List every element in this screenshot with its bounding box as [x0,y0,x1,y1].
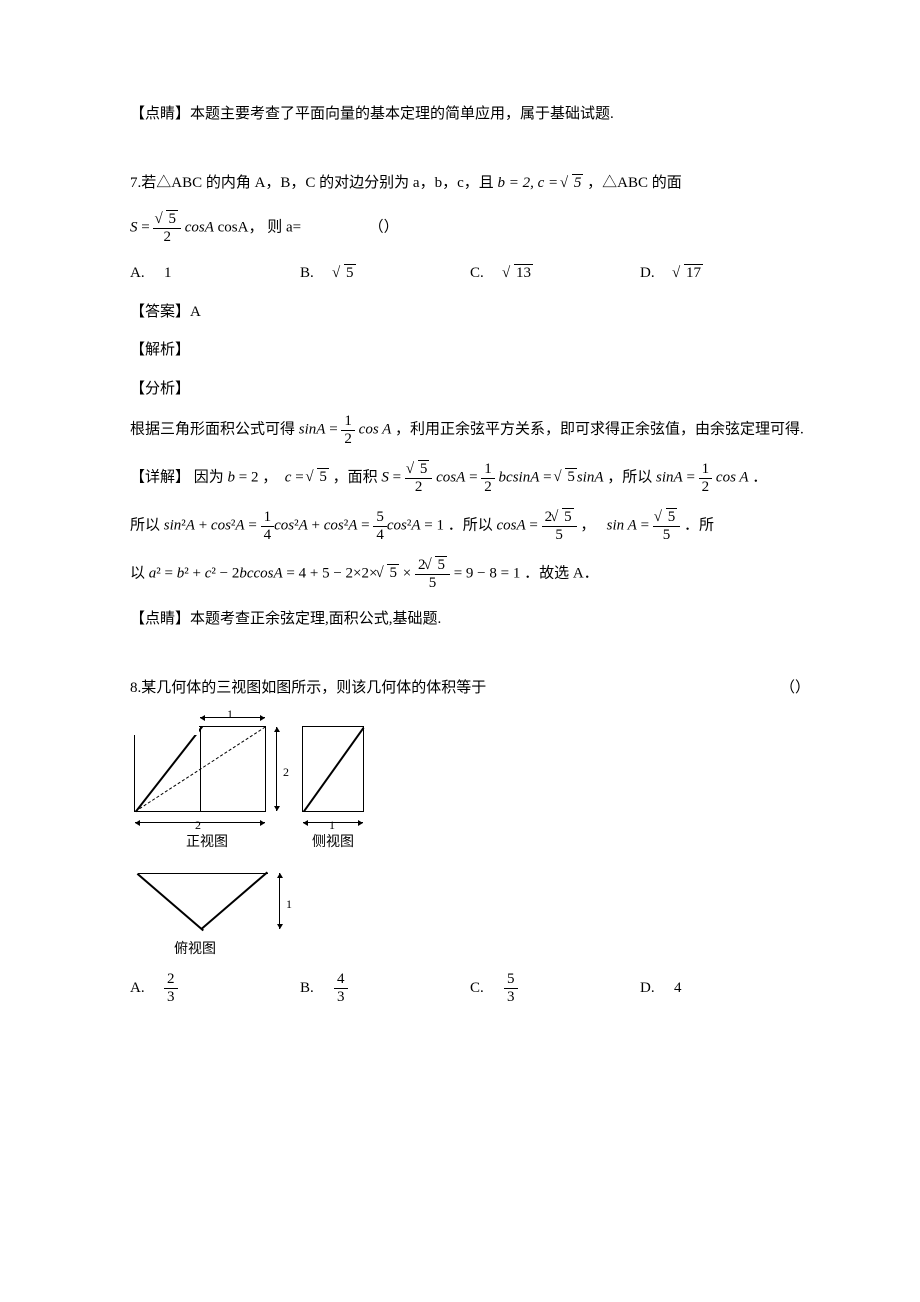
q7-area-suffix: cosA， 则 a= [218,219,301,235]
opt-label-a: A. [130,259,152,288]
top-view-col: 1 俯视图 [134,861,810,964]
opt-value-a: 1 [164,259,172,288]
answer-value: A [190,304,201,320]
opt-label-d: D. [640,259,662,288]
q7-detail-2: 所以 sin²A + cos²A = 14cos²A + cos²A = 54c… [130,509,810,543]
d2b: ．所以 [448,517,493,533]
d1c: ， [262,469,277,485]
three-view-figure: 1 2 2 正视图 [130,712,810,963]
q7-opt-d: D. 17 [640,259,810,288]
q8b-den: 3 [334,989,348,1006]
q8-opt-label-b: B. [300,974,322,1003]
q8b-num: 4 [334,971,348,989]
d2d: ， [580,517,595,533]
top-view-box: 1 [138,873,268,929]
q8-opt-b: B. 43 [300,971,470,1005]
q7-dianjing: 【点睛】本题考查正余弦定理,面积公式,基础题. [130,605,810,634]
q8-options: A. 23 B. 43 C. 53 D. 4 [130,971,810,1005]
q8-stem-text: 8.某几何体的三视图如图所示，则该几何体的体积等于 [130,680,486,696]
side-bottom-dim: 1 [329,814,335,837]
q7-options: A. 1 B. 5 C. 13 D. 17 [130,259,810,288]
d1f: ，所以 [607,469,652,485]
q8a-den: 3 [164,989,178,1006]
front-view-label: 正视图 [186,830,228,857]
q7-analysis-post: ，利用正余弦平方关系，即可求得正余弦值，由余弦定理可得. [395,421,804,437]
q8-paren: （） [780,674,810,703]
q8-stem: 8.某几何体的三视图如图所示，则该几何体的体积等于 （） [130,674,810,703]
q7-opt-a: A. 1 [130,259,300,288]
d2a: 所以 [130,517,160,533]
q7-opt-c: C. 13 [470,259,640,288]
q8-opt-a: A. 23 [130,971,300,1005]
front-view-box: 1 2 2 [134,726,266,812]
d2f: ．所 [684,517,714,533]
front-bottom-dim: 2 [195,814,201,837]
q7-area-num: 5 [166,210,178,227]
d1a: 因为 [194,469,224,485]
q7-answer: 【答案】A [130,298,810,327]
q8-opt-label-a: A. [130,974,152,1003]
detail-label: 【详解】 [130,469,190,485]
side-view-box: 1 [302,726,364,812]
spacer-2 [130,644,810,664]
q7-opt-b: B. 5 [300,259,470,288]
answer-label: 【答案】 [130,304,190,320]
q8c-num: 5 [504,971,518,989]
top-right-dim: 1 [286,893,292,916]
opt-value-c: 13 [504,259,533,288]
opt-label-b: B. [300,259,322,288]
q8-opt-label-c: C. [470,974,492,1003]
intro-note: 【点睛】本题主要考查了平面向量的基本定理的简单应用，属于基础试题. [130,100,810,129]
opt-value-b: 5 [334,259,356,288]
q7-jiexi: 【解析】 [130,336,810,365]
opt-value-d: 17 [674,259,703,288]
q7-detail-3: 以 a² = b² + c² − 2bccosA = 4 + 5 − 2×2×5… [130,557,810,591]
q8c-den: 3 [504,989,518,1006]
q7-area-den: 2 [153,229,181,246]
q8-opt-label-d: D. [640,974,662,1003]
top-view-label: 俯视图 [174,937,216,964]
d1e: ，面积 [333,469,378,485]
q7-analysis: 根据三角形面积公式可得 sinA = 12 cos A ，利用正余弦平方关系，即… [130,413,810,447]
q8-opt-d: D. 4 [640,971,810,1005]
front-view-col: 1 2 2 正视图 [130,712,284,857]
side-view-col: 1 侧视图 [298,712,368,857]
front-top-dim: 1 [227,703,233,726]
q7-given: b = 2, c = 5 [498,175,588,191]
q8a-num: 2 [164,971,178,989]
spacer [130,139,810,159]
front-right-dim: 2 [283,761,289,784]
opt-label-c: C. [470,259,492,288]
q8d-text: 4 [674,974,682,1003]
q7-detail-1: 【详解】 因为 b = 2 ， c = 5 ，面积 S = 52 cosA = … [130,461,810,495]
d1h: ． [752,469,767,485]
q7-area-eq: S = 5 2 cosA cosA， 则 a= （） [130,211,810,245]
q7-paren: （） [369,219,399,235]
q7-stem-b: ，△ABC 的面 [587,175,682,191]
q8-opt-c: C. 53 [470,971,640,1005]
q7-analysis-pre: 根据三角形面积公式可得 [130,421,295,437]
d3b: ．故选 A． [524,565,599,581]
q7-fenxi: 【分析】 [130,375,810,404]
q7-stem-a: 7.若△ABC 的内角 A，B，C 的对边分别为 a，b，c，且 [130,175,494,191]
q7-stem-line1: 7.若△ABC 的内角 A，B，C 的对边分别为 a，b，c，且 b = 2, … [130,169,810,198]
d3a: 以 [130,565,145,581]
